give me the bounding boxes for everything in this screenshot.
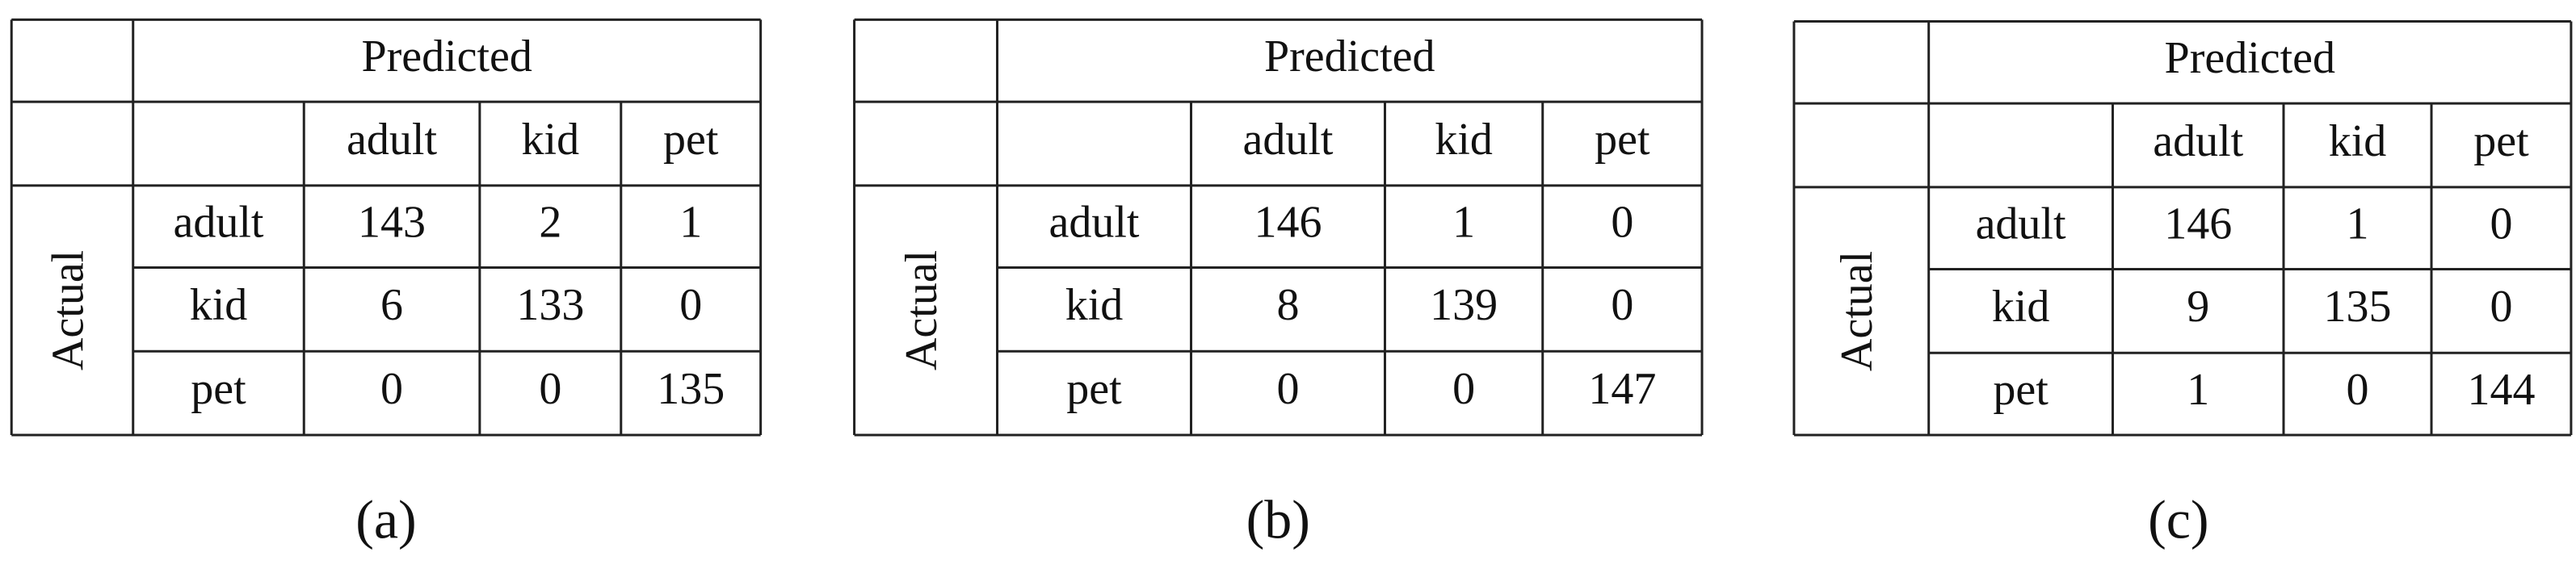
cell-value: 1 [2187,365,2209,415]
cell-value: 6 [380,280,403,330]
row-label: pet [191,364,246,414]
column-label: pet [663,115,719,165]
column-label: pet [2473,116,2529,166]
column-label: adult [347,115,437,165]
cell-value: 0 [539,364,561,414]
cell-value: 0 [2490,282,2512,332]
cell-value: 1 [2347,199,2369,249]
cell-value: 0 [1277,364,1300,414]
cell-value: 1 [1452,198,1475,248]
row-label: adult [174,198,264,248]
cell-value: 8 [1277,280,1300,330]
column-label: adult [1243,115,1334,165]
row-label: kid [1065,280,1124,330]
header: Predicted [2165,33,2335,83]
cell-value: 144 [2467,365,2535,415]
cell-value: 146 [2164,199,2232,249]
column-label: kid [1435,115,1493,165]
row-label: adult [1049,198,1140,248]
row-header: Actual [1832,251,1882,371]
caption: (b) [1246,488,1310,550]
cell-value: 147 [1588,364,1656,414]
cell-value: 133 [516,280,584,330]
cell-value: 9 [2187,282,2209,332]
cell-value: 146 [1254,198,1322,248]
cell-value: 0 [380,364,403,414]
column-label: kid [522,115,580,165]
row-header: Actual [897,250,947,370]
caption: (a) [355,488,416,550]
row-label: kid [1992,282,2050,332]
cell-value: 135 [657,364,725,414]
cell-value: 0 [1452,364,1475,414]
column-label: pet [1595,115,1650,165]
cell-value: 143 [358,198,426,248]
column-label: kid [2329,116,2387,166]
cell-value: 2 [539,198,561,248]
header: Predicted [361,31,532,82]
row-label: pet [1066,364,1122,414]
caption: (c) [2148,488,2208,550]
cell-value: 1 [679,198,702,248]
cell-value: 135 [2324,282,2392,332]
row-label: kid [190,280,248,330]
cell-value: 139 [1430,280,1498,330]
cell-value: 0 [679,280,702,330]
row-label: pet [1993,365,2049,415]
header: Predicted [1264,31,1435,82]
cell-value: 0 [1611,280,1633,330]
cell-value: 0 [2490,199,2512,249]
cell-value: 0 [1611,198,1633,248]
row-header: Actual [43,250,93,370]
column-label: adult [2153,116,2243,166]
row-label: adult [1976,199,2066,249]
cell-value: 0 [2347,365,2369,415]
